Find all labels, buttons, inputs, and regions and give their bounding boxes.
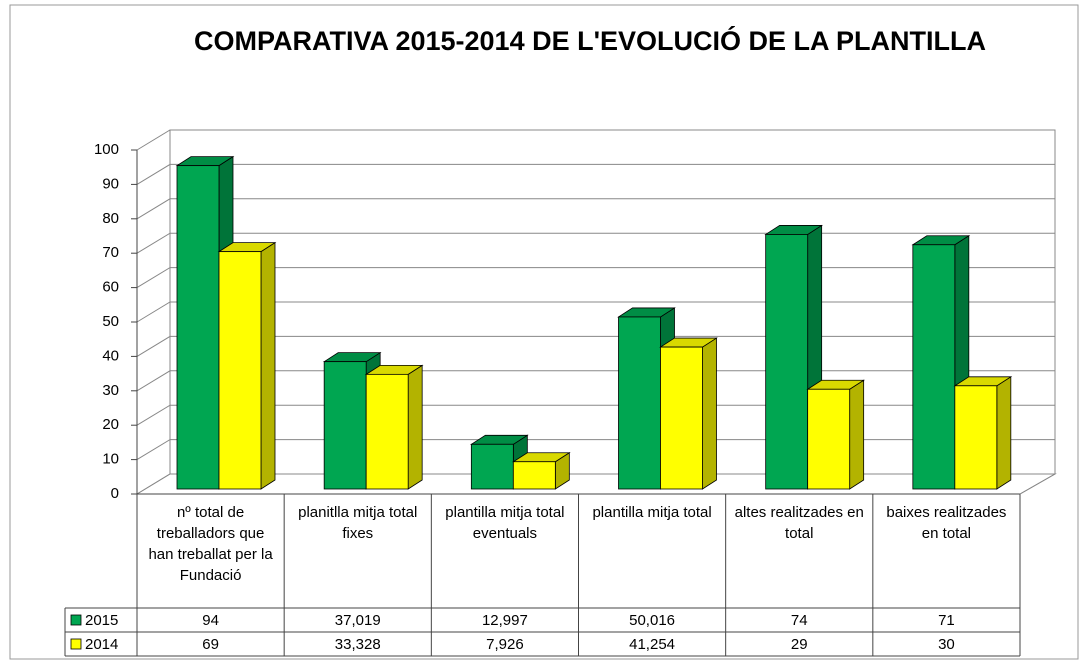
data-label: 50,016 <box>629 612 676 629</box>
data-label: 33,328 <box>334 636 381 653</box>
chart-title: COMPARATIVA 2015-2014 DE L'EVOLUCIÓ DE L… <box>193 26 987 56</box>
y-tick-label: 30 <box>102 382 119 399</box>
y-tick-label: 90 <box>102 175 119 192</box>
bar <box>470 443 514 490</box>
bar-side <box>407 364 423 490</box>
y-tick-label: 80 <box>102 210 119 227</box>
chart-border <box>9 4 1079 660</box>
bar <box>618 316 661 490</box>
y-tick-label: 70 <box>102 244 119 261</box>
data-label: 12,997 <box>481 612 528 629</box>
category-label: plantilla mitja total eventuals <box>445 504 565 542</box>
bar-side <box>702 337 717 490</box>
data-label: 29 <box>790 636 808 653</box>
bar <box>912 244 956 490</box>
y-tick-label: 60 <box>102 279 119 296</box>
category-label: baixes realitzades en total <box>886 504 1007 542</box>
bar <box>323 361 367 490</box>
category-label: nº total de treballadors que han treball… <box>148 504 273 584</box>
bar <box>512 461 556 490</box>
data-label: 30 <box>938 636 955 653</box>
y-tick-label: 0 <box>111 485 119 502</box>
data-label: 7,926 <box>486 636 524 653</box>
data-label: 69 <box>202 636 219 653</box>
category-label: plantilla mitja total <box>592 504 712 521</box>
y-tick-label: 20 <box>102 416 119 433</box>
y-tick-label: 40 <box>102 347 119 364</box>
legend-label: 2014 <box>85 636 118 653</box>
legend-swatch <box>70 638 82 650</box>
y-tick-label: 10 <box>102 451 119 468</box>
bar-side <box>260 241 276 490</box>
y-tick-label: 100 <box>94 141 119 158</box>
bar <box>176 165 220 490</box>
bar <box>807 388 851 490</box>
floor-edge <box>1019 473 1056 495</box>
bar <box>218 251 262 490</box>
legend-label: 2015 <box>85 612 118 629</box>
bar <box>660 346 703 490</box>
category-label: altes realitzades en total <box>734 504 864 542</box>
data-label: 41,254 <box>629 636 676 653</box>
category-label: planitlla mitja total fixes <box>298 504 418 542</box>
data-label: 71 <box>938 612 955 629</box>
bar-side <box>849 379 865 490</box>
data-label: 37,019 <box>334 612 381 629</box>
data-label: 74 <box>790 612 808 629</box>
bar <box>765 234 809 490</box>
data-label: 94 <box>202 612 219 629</box>
legend-swatch <box>70 614 82 626</box>
bar <box>365 373 409 490</box>
y-tick-label: 50 <box>102 313 119 330</box>
bar-side <box>996 376 1012 490</box>
bar <box>954 385 998 490</box>
